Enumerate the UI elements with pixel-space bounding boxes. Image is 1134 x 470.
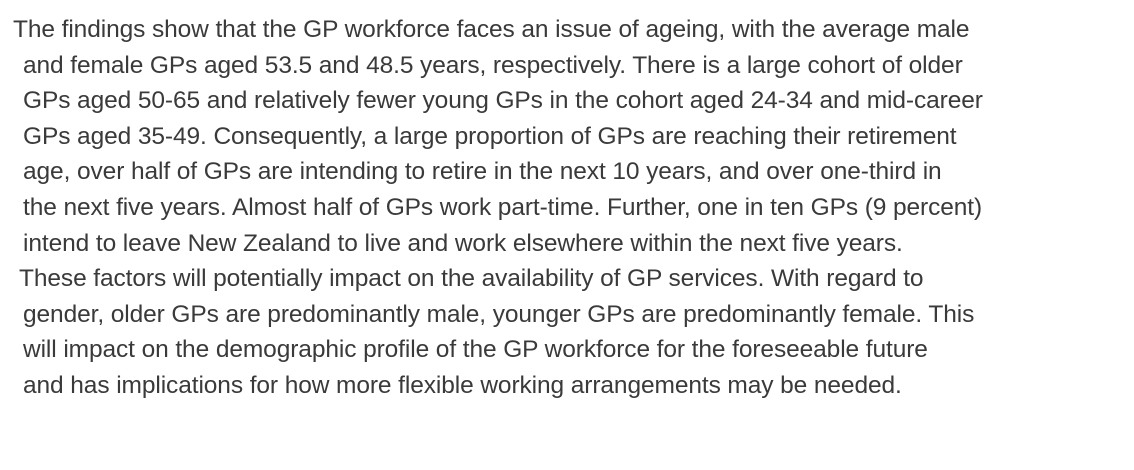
text-line: and female GPs aged 53.5 and 48.5 years,…: [23, 51, 963, 79]
text-line: These factors will potentially impact on…: [19, 265, 924, 293]
text-line: the next five years. Almost half of GPs …: [23, 194, 983, 221]
text-line: will impact on the demographic profile o…: [23, 336, 928, 364]
text-line: GPs aged 35-49. Consequently, a large pr…: [23, 122, 957, 150]
text-line: GPs aged 50-65 and relatively fewer youn…: [23, 87, 983, 115]
text-line: age, over half of GPs are intending to r…: [23, 158, 942, 186]
text-line: The findings show that the GP workforce …: [13, 16, 970, 43]
text-line: gender, older GPs are predominantly male…: [23, 300, 975, 328]
text-line: and has implications for how more flexib…: [23, 372, 902, 399]
text-line: intend to leave New Zealand to live and …: [23, 229, 903, 257]
